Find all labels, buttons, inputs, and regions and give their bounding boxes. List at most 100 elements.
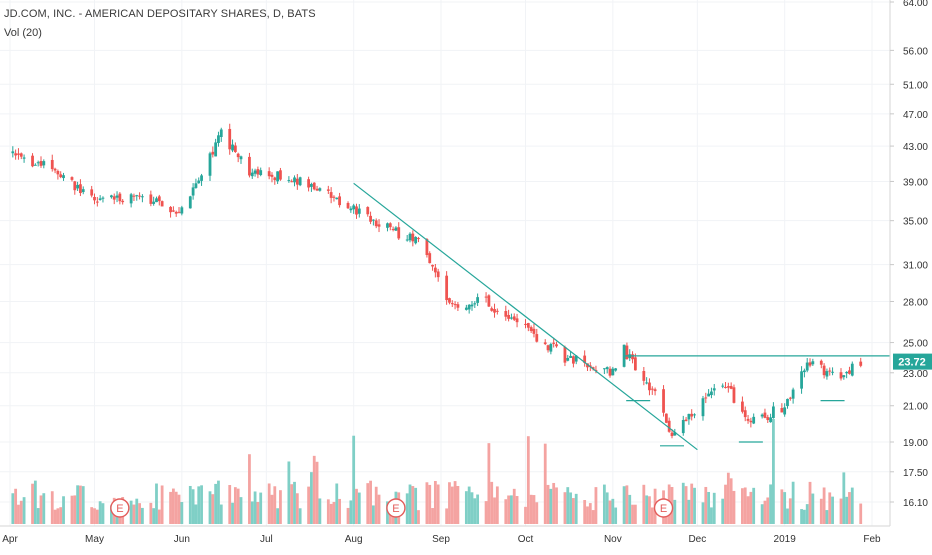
candle-body: [535, 334, 539, 342]
candle-body: [467, 304, 471, 310]
volume-bar: [405, 493, 409, 524]
volume-bar: [445, 508, 449, 524]
candle-body: [228, 128, 232, 150]
volume-bar: [228, 485, 232, 524]
candle-body: [484, 296, 488, 298]
price-tick-label: 17.50: [903, 468, 928, 479]
volume-bar: [315, 461, 319, 524]
volume-bar: [155, 483, 158, 524]
candle-body: [726, 386, 730, 388]
candle-body: [191, 187, 195, 196]
candle-body: [129, 194, 133, 204]
candle-body: [411, 233, 415, 242]
candle-body: [366, 207, 370, 215]
candle-body: [160, 201, 164, 207]
candle-body: [290, 181, 294, 183]
symbol-title[interactable]: JD.COM, INC. - AMERICAN DEPOSITARY SHARE…: [4, 8, 316, 20]
volume-bar: [752, 487, 756, 524]
volume-bar: [800, 509, 803, 524]
volume-bar: [726, 472, 730, 524]
volume-bar: [622, 486, 626, 524]
volume-bar: [425, 482, 429, 524]
candle-body: [504, 311, 508, 317]
volume-bar: [279, 490, 282, 524]
candle-body: [307, 179, 310, 188]
volume-bar: [53, 509, 57, 524]
earnings-marker: [110, 498, 130, 518]
volume-bar: [59, 507, 63, 524]
candle-body: [805, 362, 809, 371]
price-tick-label: 51.00: [903, 80, 928, 91]
candle-body: [752, 416, 756, 424]
volume-bar: [369, 480, 372, 524]
volume-bar: [366, 483, 370, 524]
candle-body: [583, 355, 587, 363]
candle-body: [642, 370, 646, 381]
candle-body: [850, 363, 854, 376]
volume-bar: [36, 508, 40, 524]
volume-indicator-label[interactable]: Vol (20): [4, 27, 42, 39]
candle-body: [529, 327, 533, 331]
candle-body: [231, 144, 234, 151]
candle-body: [417, 238, 420, 240]
candle-body: [208, 153, 212, 176]
volume-bar: [673, 499, 677, 524]
price-axis[interactable]: 64.00 56.00 51.00 47.00 43.00 39.00 35.00 31.00…: [890, 0, 928, 509]
volume-bar: [219, 504, 223, 524]
volume-bar: [73, 495, 77, 524]
volume-bar: [355, 488, 358, 524]
candle-body: [295, 178, 299, 185]
volume-bar: [546, 484, 550, 524]
volume-bar: [788, 498, 792, 524]
candle-body: [631, 354, 634, 360]
candle-body: [81, 189, 85, 193]
volume-bar: [81, 486, 85, 524]
volume-bar: [448, 482, 451, 524]
candle-body: [493, 309, 496, 313]
volume-bar: [515, 496, 519, 524]
candle-body: [157, 196, 161, 202]
volume-bar: [276, 508, 280, 524]
candle-body: [279, 170, 282, 180]
candle-body: [50, 159, 54, 170]
volume-bar: [484, 501, 488, 524]
candle-body: [546, 345, 550, 351]
volume-bar: [822, 487, 826, 524]
price-tick-label: 47.00: [903, 110, 928, 121]
volume-bar: [524, 506, 527, 524]
volume-bar: [605, 492, 609, 524]
volume-bar: [95, 509, 99, 524]
candle-body: [687, 413, 691, 420]
volume-bar: [98, 501, 102, 524]
price-tick-label: 43.00: [903, 142, 928, 153]
volume-bar: [450, 486, 454, 524]
candle-body: [101, 197, 105, 199]
candle-body: [507, 314, 511, 319]
candle-body: [59, 174, 63, 178]
grid-lines: [0, 0, 890, 526]
volume-bar: [256, 501, 260, 524]
volume-bar: [704, 486, 708, 524]
volume-bar: [259, 492, 263, 524]
volume-bar: [766, 497, 770, 524]
candle-body: [732, 387, 736, 403]
volume-bar: [318, 498, 322, 524]
candle-body: [357, 208, 361, 214]
volume-bar: [783, 492, 787, 524]
candle-body: [445, 275, 449, 301]
volume-bar: [721, 498, 725, 524]
candle-body: [791, 389, 795, 399]
candle-body: [476, 297, 480, 303]
candles: [11, 123, 863, 439]
volume-bar: [329, 503, 333, 524]
candle-body: [155, 198, 158, 203]
candle-body: [267, 171, 271, 177]
candle-body: [845, 371, 849, 374]
volume-bar: [470, 492, 474, 524]
candle-body: [259, 170, 263, 176]
drawing-tools[interactable]: [353, 182, 890, 451]
time-axis[interactable]: Apr May Jun Jul Aug Sep Oct Nov Dec 2019 Feb: [2, 534, 881, 545]
